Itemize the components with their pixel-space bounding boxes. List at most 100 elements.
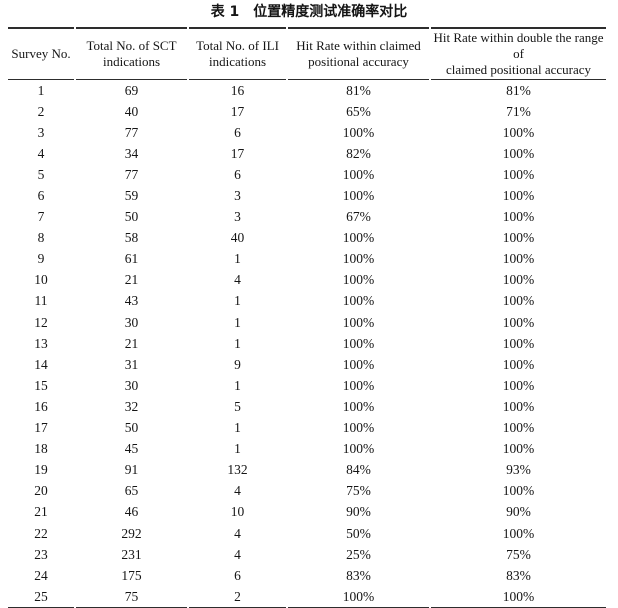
table-cell: 23: [34, 546, 48, 562]
table-cell: 20: [34, 483, 48, 499]
table-row: 21 46 10 90% 90%: [8, 502, 606, 523]
table-cell: 5: [234, 398, 241, 414]
table-row: 14 31 9 100% 100%: [8, 354, 606, 375]
table-cell: 3: [234, 188, 241, 204]
table-cell: 100%: [342, 441, 375, 457]
table-row: 15 30 1 100% 100%: [8, 375, 606, 396]
table-cell: 6: [37, 188, 45, 204]
table-cell: 43: [124, 293, 139, 309]
table-cell: 100%: [502, 398, 535, 414]
table-cell: 65: [124, 483, 139, 499]
table-cell: 1: [234, 293, 241, 309]
table-cell: 3: [234, 209, 241, 225]
table-cell: 14: [34, 356, 48, 372]
table-cell: 90%: [346, 504, 371, 520]
table-cell: 12: [34, 314, 48, 330]
column-header: Total No. of ILI indications: [189, 27, 286, 80]
table-cell: 8: [37, 230, 45, 246]
table-cell: 100%: [502, 166, 535, 182]
table-cell: 6: [234, 567, 241, 583]
table-cell: 21: [124, 335, 139, 351]
table-cell: 71%: [506, 103, 531, 119]
table-cell: 24: [34, 567, 48, 583]
table-cell: 4: [234, 546, 241, 562]
table-row: 17 50 1 100% 100%: [8, 418, 606, 439]
table-row: 10 21 4 100% 100%: [8, 270, 606, 291]
table-cell: 93%: [506, 462, 531, 478]
table-cell: 100%: [342, 420, 375, 436]
table-cell: 45: [124, 441, 139, 457]
table-cell: 100%: [502, 483, 535, 499]
table-cell: 100%: [342, 124, 375, 140]
column-header: Hit Rate within claimed positional accur…: [288, 27, 429, 80]
table-cell: 100%: [342, 398, 375, 414]
table-cell: 32: [124, 398, 139, 414]
table-cell: 292: [121, 525, 142, 541]
table-cell: 100%: [342, 166, 375, 182]
table-row: 4 34 17 82% 100%: [8, 143, 606, 164]
table-cell: 50%: [346, 525, 371, 541]
table-cell: 40: [230, 230, 245, 246]
table-cell: 1: [234, 377, 241, 393]
table-cell: 132: [227, 462, 248, 478]
table-row: 19 91 132 84% 93%: [8, 460, 606, 481]
table-row: 12 30 1 100% 100%: [8, 312, 606, 333]
table-cell: 31: [124, 356, 139, 372]
table-cell: 25: [8, 586, 74, 608]
table-cell: 100%: [431, 586, 606, 608]
table-cell: 22: [34, 525, 48, 541]
table-cell: 30: [124, 377, 139, 393]
table-cell: 100%: [342, 293, 375, 309]
table-cell: 9: [37, 251, 45, 267]
column-header: Total No. of SCT indications: [76, 27, 187, 80]
table-cell: 75%: [506, 546, 531, 562]
table-cell: 1: [234, 420, 241, 436]
table-row: 11 43 1 100% 100%: [8, 291, 606, 312]
table-row: 1 69 16 81% 81%: [8, 80, 606, 101]
table-cell: 100%: [342, 188, 375, 204]
table-cell: 9: [234, 356, 241, 372]
table-row: 9 61 1 100% 100%: [8, 249, 606, 270]
table-row: 6 59 3 100% 100%: [8, 185, 606, 206]
table-row: 25 75 2 100% 100%: [8, 586, 606, 608]
table-cell: 65%: [346, 103, 371, 119]
table-cell: 10: [34, 272, 48, 288]
table-cell: 46: [124, 504, 139, 520]
table-row: 13 21 1 100% 100%: [8, 333, 606, 354]
table-cell: 19: [34, 462, 48, 478]
table-cell: 83%: [506, 567, 531, 583]
table-cell: 91: [124, 462, 139, 478]
table-cell: 100%: [502, 314, 535, 330]
table-cell: 231: [121, 546, 142, 562]
table-row: 8 58 40 100% 100%: [8, 228, 606, 249]
table-cell: 100%: [502, 230, 535, 246]
table-cell: 81%: [346, 82, 371, 98]
table-cell: 11: [34, 293, 48, 309]
table-cell: 75%: [346, 483, 371, 499]
table-cell: 4: [234, 525, 241, 541]
table-cell: 3: [37, 124, 45, 140]
table-cell: 83%: [346, 567, 371, 583]
table-row: 22 292 4 50% 100%: [8, 523, 606, 544]
table-cell: 100%: [288, 586, 429, 608]
table-cell: 6: [234, 166, 241, 182]
table-cell: 17: [34, 420, 48, 436]
table-header-row: Survey No. Total No. of SCT indications To…: [8, 27, 606, 80]
table-cell: 100%: [502, 420, 535, 436]
table-cell: 5: [37, 166, 45, 182]
table-cell: 100%: [502, 124, 535, 140]
table-cell: 1: [234, 441, 241, 457]
table-cell: 16: [230, 82, 245, 98]
table-cell: 67%: [346, 209, 371, 225]
table-cell: 59: [124, 188, 139, 204]
table-cell: 7: [37, 209, 45, 225]
table-cell: 100%: [502, 525, 535, 541]
table-cell: 1: [37, 82, 45, 98]
table-cell: 75: [76, 586, 187, 608]
table-cell: 100%: [502, 145, 535, 161]
table-cell: 100%: [502, 356, 535, 372]
table-cell: 1: [234, 335, 241, 351]
table-cell: 100%: [502, 209, 535, 225]
table-cell: 40: [124, 103, 139, 119]
table-cell: 34: [124, 145, 139, 161]
